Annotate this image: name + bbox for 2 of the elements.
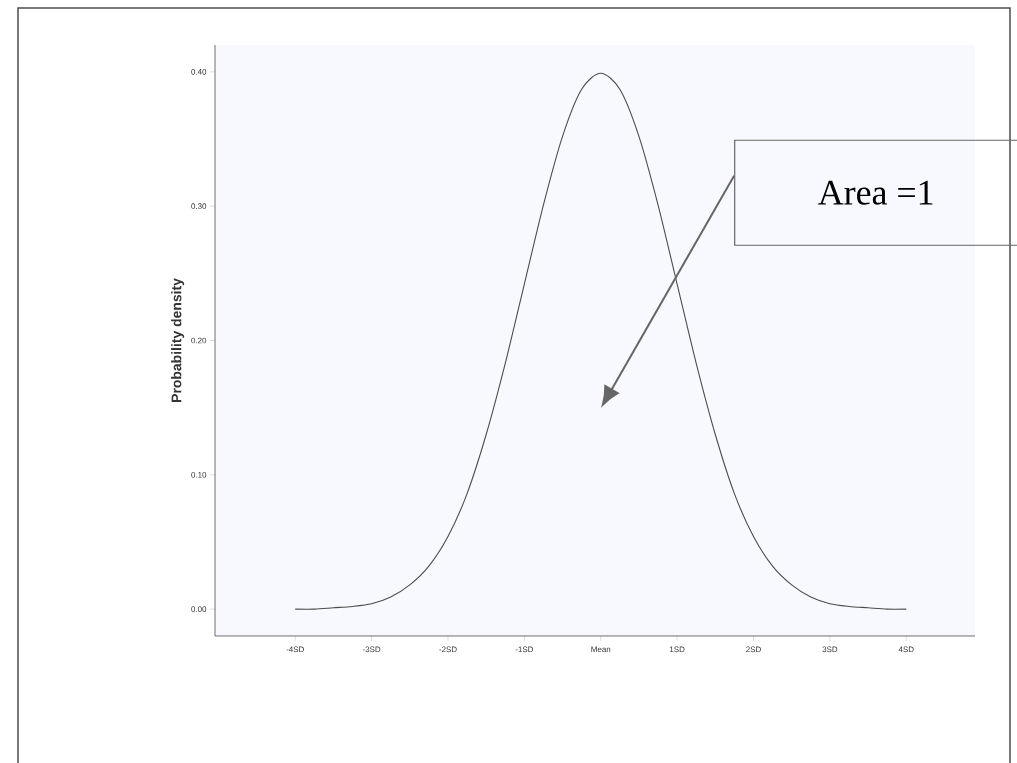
y-axis-title: Probability density	[171, 278, 185, 402]
annotation: Area =1	[818, 180, 933, 205]
